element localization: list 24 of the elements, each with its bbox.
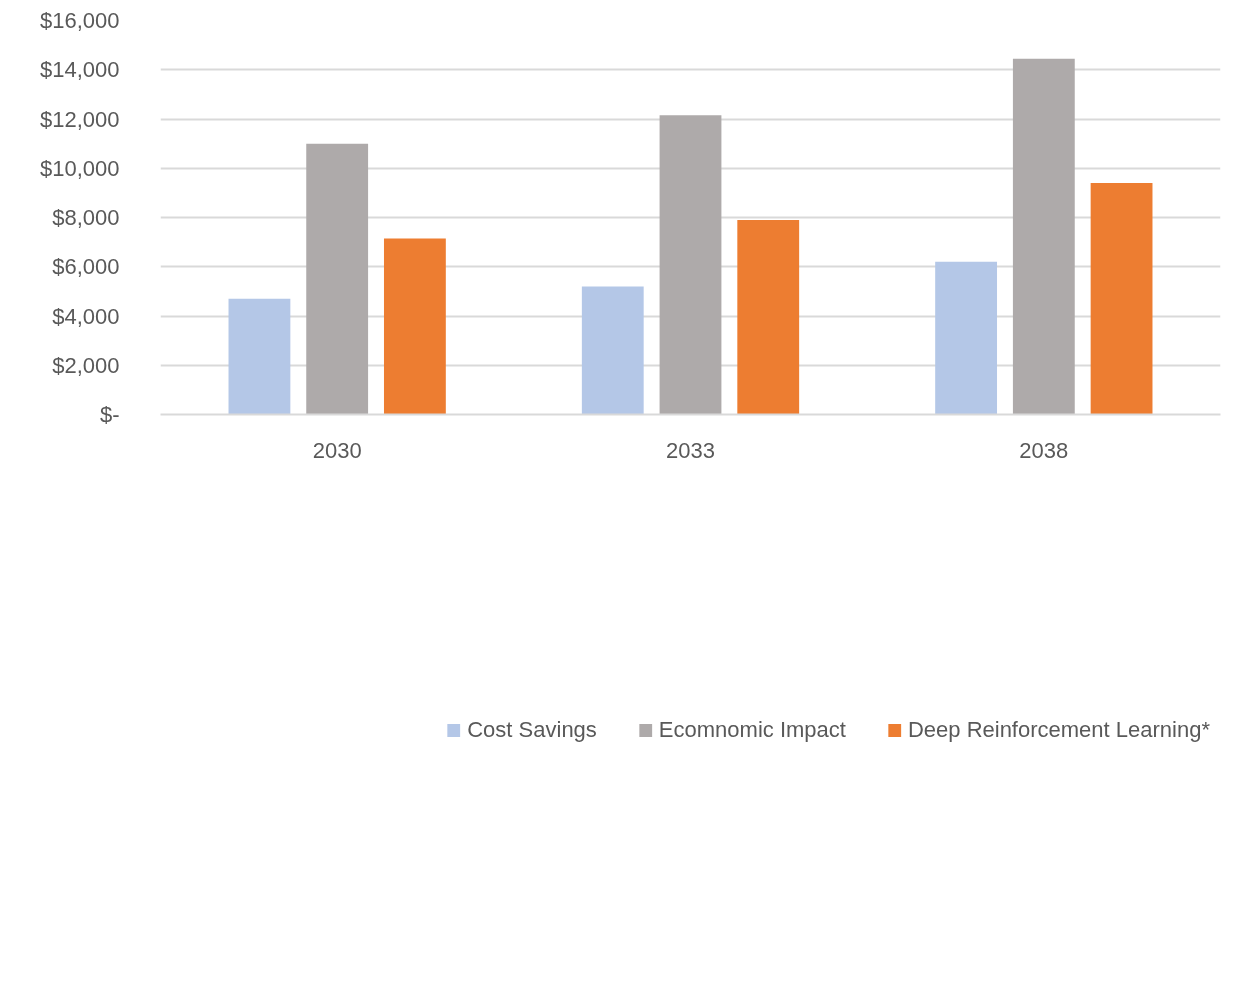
y-tick-label: $16,000 xyxy=(39,8,120,33)
y-tick-label: $8,000 xyxy=(52,205,120,230)
y-tick-label: $10,000 xyxy=(39,155,120,181)
bar xyxy=(1090,183,1153,415)
y-tick-label: $12,000 xyxy=(39,106,120,132)
bar xyxy=(1012,58,1075,415)
bar xyxy=(737,219,800,415)
bar xyxy=(935,261,998,415)
x-tick-label: 2030 xyxy=(312,437,362,463)
bar xyxy=(306,143,369,415)
bar xyxy=(228,298,291,415)
y-tick-label: $- xyxy=(99,402,120,427)
y-tick-label: $2,000 xyxy=(52,352,120,378)
y-tick-label: $14,000 xyxy=(39,57,120,83)
legend-label: Ecomnomic Impact xyxy=(658,717,846,743)
x-tick-label: 2033 xyxy=(666,437,715,463)
x-tick-label: 2038 xyxy=(1019,437,1069,463)
legend-label: Deep Reinforcement Learning* xyxy=(907,717,1210,743)
bar xyxy=(659,115,722,415)
bar xyxy=(383,238,446,415)
y-tick-label: $6,000 xyxy=(52,254,120,280)
bar xyxy=(581,286,644,415)
y-tick-label: $4,000 xyxy=(52,303,120,329)
legend-label: Cost Savings xyxy=(467,717,597,743)
